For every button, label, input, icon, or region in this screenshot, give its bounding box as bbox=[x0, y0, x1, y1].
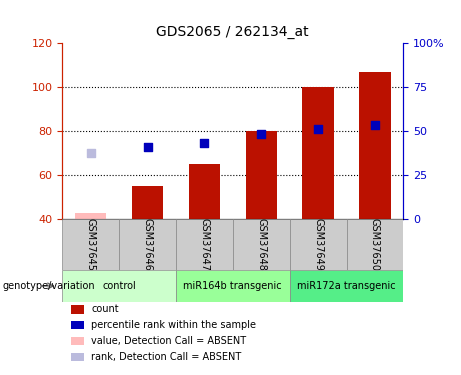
Bar bbox=[119, 219, 176, 270]
Text: GSM37649: GSM37649 bbox=[313, 218, 323, 271]
Bar bbox=[176, 270, 290, 302]
Point bbox=[314, 126, 322, 132]
Point bbox=[201, 140, 208, 146]
Text: miR164b transgenic: miR164b transgenic bbox=[183, 281, 282, 291]
Bar bbox=[132, 186, 163, 219]
Text: rank, Detection Call = ABSENT: rank, Detection Call = ABSENT bbox=[91, 352, 242, 362]
Text: GSM37645: GSM37645 bbox=[86, 218, 96, 271]
Text: GSM37648: GSM37648 bbox=[256, 218, 266, 271]
Text: control: control bbox=[102, 281, 136, 291]
Text: percentile rank within the sample: percentile rank within the sample bbox=[91, 320, 256, 330]
Bar bbox=[75, 213, 106, 219]
Point bbox=[144, 144, 151, 150]
Text: GSM37646: GSM37646 bbox=[142, 218, 153, 271]
Text: miR172a transgenic: miR172a transgenic bbox=[297, 281, 396, 291]
Bar bbox=[302, 87, 334, 219]
Bar bbox=[189, 164, 220, 219]
Bar bbox=[62, 219, 119, 270]
Bar bbox=[290, 219, 347, 270]
Text: genotype/variation: genotype/variation bbox=[2, 281, 95, 291]
Text: GSM37647: GSM37647 bbox=[199, 218, 209, 271]
Bar bbox=[359, 72, 390, 219]
Bar bbox=[347, 219, 403, 270]
Text: count: count bbox=[91, 304, 119, 314]
Title: GDS2065 / 262134_at: GDS2065 / 262134_at bbox=[156, 26, 309, 39]
Point bbox=[371, 122, 378, 128]
Point bbox=[87, 150, 95, 156]
Point bbox=[258, 131, 265, 137]
Bar bbox=[62, 270, 176, 302]
Bar bbox=[290, 270, 403, 302]
Bar bbox=[233, 219, 290, 270]
Text: value, Detection Call = ABSENT: value, Detection Call = ABSENT bbox=[91, 336, 246, 346]
Text: GSM37650: GSM37650 bbox=[370, 218, 380, 271]
Bar bbox=[246, 131, 277, 219]
Bar bbox=[176, 219, 233, 270]
